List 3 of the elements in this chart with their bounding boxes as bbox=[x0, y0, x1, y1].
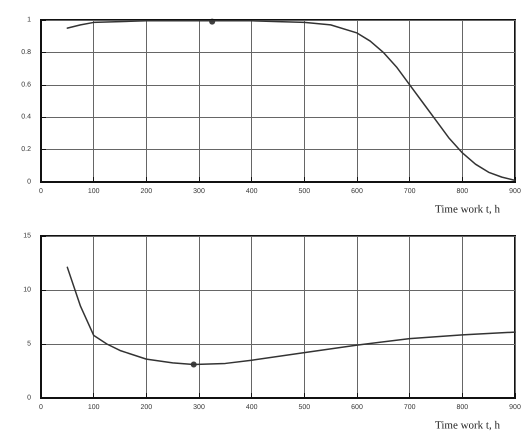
x-axis-title: Time work t, h bbox=[435, 204, 500, 216]
line-series bbox=[66, 20, 516, 182]
x-axis-title: Time work t, h bbox=[435, 420, 500, 432]
